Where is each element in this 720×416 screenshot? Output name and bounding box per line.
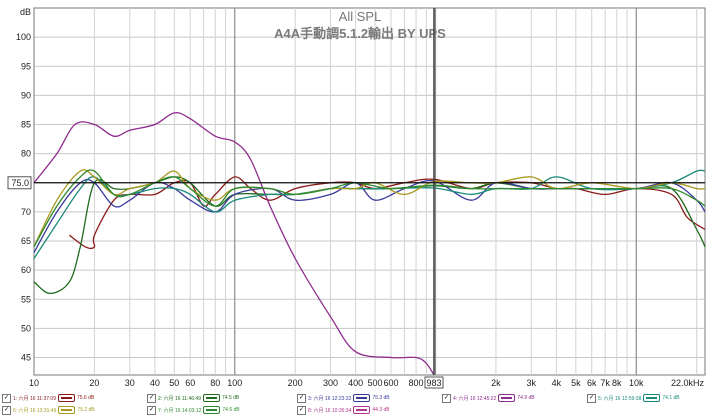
legend-checkbox[interactable]: ✓ [442, 393, 451, 403]
series-line-4 [33, 112, 435, 376]
legend-item-3[interactable]: ✓ 3: 六月 16 12:23:32 75.3 dB [297, 392, 390, 404]
y-tick-label: 60 [21, 265, 31, 275]
legend-item-4[interactable]: ✓ 4: 六月 16 12:45:22 74.9 dB [442, 392, 535, 404]
legend-label: 8: 六月 16 10:35:34 [308, 407, 352, 414]
chart-subtitle: A4A手動調5.1.2輸出 BY UPS [274, 26, 446, 41]
x-tick-label: 10 [29, 378, 39, 388]
legend-swatch-line [61, 397, 72, 399]
legend-value: 75.6 dB [77, 395, 95, 401]
chart-title: All SPL [339, 9, 382, 24]
legend-checkbox[interactable]: ✓ [147, 405, 156, 415]
legend-swatch[interactable] [203, 394, 220, 402]
x-tick-label: 2k [491, 378, 501, 388]
legend-swatch-line [206, 397, 217, 399]
legend: ✓ 1: 六月 16 11:37:09 75.6 dB ✓ 2: 六月 16 11:46… [0, 391, 720, 416]
legend-swatch[interactable] [58, 406, 76, 414]
y-tick-label: 50 [21, 323, 31, 333]
series-lines [33, 112, 706, 376]
legend-swatch-line [646, 397, 658, 399]
legend-value: 74.6 dB [222, 407, 240, 413]
legend-item-5[interactable]: ✓ 5: 六月 16 12:59:38 74.1 dB [587, 392, 680, 404]
legend-checkbox[interactable]: ✓ [147, 393, 156, 403]
x-tick-label: 200 [288, 378, 303, 388]
legend-checkbox[interactable]: ✓ [2, 393, 11, 403]
legend-label: 6: 六月 16 13:31:49 [13, 407, 57, 414]
cursor[interactable]: 983 75.0 [7, 8, 705, 389]
legend-label: 4: 六月 16 12:45:22 [453, 395, 497, 402]
legend-label: 7: 六月 16 14:03:12 [158, 407, 202, 414]
y-tick-label: 70 [21, 207, 31, 217]
legend-swatch[interactable] [353, 406, 371, 414]
legend-swatch-line [356, 397, 368, 399]
cursor-x-box [424, 376, 444, 389]
y-tick-label: 55 [21, 294, 31, 304]
legend-swatch-line [206, 409, 218, 411]
legend-label: 5: 六月 16 12:59:38 [598, 395, 642, 402]
x-tick-label: 10k [629, 378, 644, 388]
legend-checkbox[interactable]: ✓ [297, 393, 306, 403]
legend-item-7[interactable]: ✓ 7: 六月 16 14:03:12 74.6 dB [147, 404, 240, 416]
cursor-y-box [7, 176, 32, 190]
legend-swatch[interactable] [58, 394, 75, 402]
legend-swatch-line [356, 409, 368, 411]
x-tick-label: 5k [571, 378, 581, 388]
y-tick-label: 85 [21, 120, 31, 130]
legend-label: 3: 六月 16 12:23:32 [308, 395, 352, 402]
legend-swatch[interactable] [353, 394, 371, 402]
legend-value: 74.1 dB [662, 395, 680, 401]
y-tick-label: 95 [21, 61, 31, 71]
x-tick-label: 50 [169, 378, 179, 388]
x-tick-label: 7k [600, 378, 610, 388]
legend-label: 2: 六月 16 11:46:49 [158, 395, 201, 402]
y-tick-label: 65 [21, 236, 31, 246]
x-tick-label: 100 [227, 378, 242, 388]
legend-item-6[interactable]: ✓ 6: 六月 16 13:31:49 75.2 dB [2, 404, 95, 416]
legend-value: 75.3 dB [372, 395, 390, 401]
x-unit-label: 22.0kHz [671, 378, 705, 388]
legend-checkbox[interactable]: ✓ [587, 393, 596, 403]
cursor-x-label: 983 [426, 378, 441, 388]
x-tick-label: 8k [612, 378, 622, 388]
x-tick-label: 4k [552, 378, 562, 388]
x-tick-label: 800 [409, 378, 424, 388]
x-tick-label: 30 [125, 378, 135, 388]
legend-swatch[interactable] [643, 394, 661, 402]
y-tick-label: 100 [16, 32, 31, 42]
x-tick-label: 400 [348, 378, 363, 388]
legend-item-1[interactable]: ✓ 1: 六月 16 11:37:09 75.6 dB [2, 392, 94, 404]
legend-item-2[interactable]: ✓ 2: 六月 16 11:46:49 74.5 dB [147, 392, 239, 404]
y-tick-label: 45 [21, 353, 31, 363]
plot-frame [33, 7, 706, 376]
x-tick-label: 60 [185, 378, 195, 388]
legend-label: 1: 六月 16 11:37:09 [13, 395, 56, 402]
x-tick-labels: 10 20 30 40 50 60 80 100 200 300 400 500 600 800 2k 3k 4… [29, 378, 704, 388]
legend-value: 74.5 dB [222, 395, 240, 401]
x-tick-label: 500 [368, 378, 383, 388]
x-tick-label: 6k [587, 378, 597, 388]
legend-checkbox[interactable]: ✓ [2, 405, 11, 415]
legend-swatch-line [501, 397, 513, 399]
x-tick-label: 600 [383, 378, 398, 388]
x-tick-label: 20 [89, 378, 99, 388]
y-axis-label: dB [20, 7, 31, 17]
legend-item-8[interactable]: ✓ 8: 六月 16 10:35:34 44.3 dB [297, 404, 390, 416]
legend-value: 74.9 dB [517, 395, 535, 401]
legend-swatch-line [61, 409, 73, 411]
legend-swatch[interactable] [203, 406, 221, 414]
x-tick-label: 80 [210, 378, 220, 388]
y-tick-label: 90 [21, 90, 31, 100]
legend-value: 75.2 dB [77, 407, 95, 413]
y-tick-labels: 4550556065707580859095100 [16, 32, 31, 362]
x-tick-label: 40 [150, 378, 160, 388]
legend-swatch[interactable] [498, 394, 516, 402]
cursor-y-label: 75.0 [11, 178, 29, 188]
legend-checkbox[interactable]: ✓ [297, 405, 306, 415]
series-line-7 [33, 169, 706, 248]
spl-chart: 4550556065707580859095100 10203040506080… [7, 7, 706, 389]
grid [33, 8, 705, 375]
x-tick-label: 300 [323, 378, 338, 388]
legend-value: 44.3 dB [372, 407, 390, 413]
y-tick-label: 80 [21, 149, 31, 159]
x-tick-label: 3k [527, 378, 537, 388]
